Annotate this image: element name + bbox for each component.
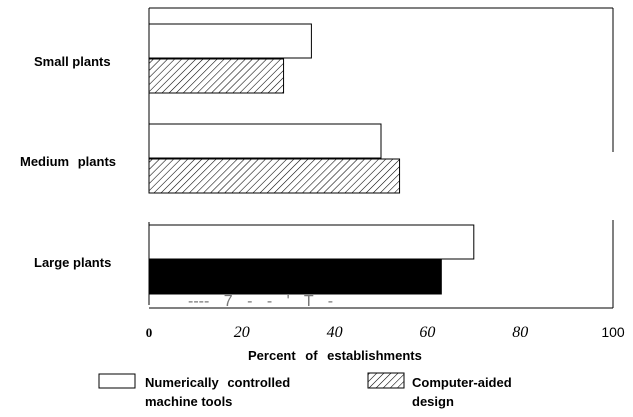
legend: Numerically controlled machine tools Com… (98, 372, 512, 409)
bar-medium-nc (148, 123, 382, 159)
category-label-large: Large plants (34, 255, 111, 270)
legend-swatch-nc (98, 373, 136, 389)
legend-swatch-cad (367, 372, 405, 389)
bars (148, 23, 475, 295)
x-tick-labels: 0 20 40 60 80 100 (146, 324, 625, 341)
legend-label-cad-line1: Computer-aided (412, 375, 512, 390)
legend-label-cad-line2: design (412, 394, 454, 409)
bar-small-cad (148, 58, 285, 94)
legend-label-nc-line1: Numerically controlled (145, 375, 290, 390)
bar-large-cad (148, 259, 442, 295)
category-labels: Small plants Medium plants Large plants (20, 54, 116, 270)
legend-label-nc-line2: machine tools (145, 394, 232, 409)
x-tick-label-20: 20 (234, 324, 250, 341)
x-tick-label-0: 0 (146, 325, 153, 340)
x-axis-title: Percent of establishments (248, 348, 422, 363)
x-tick-label-80: 80 (512, 324, 528, 341)
x-tick-label-60: 60 (419, 324, 435, 341)
category-label-small: Small plants (34, 54, 111, 69)
bar-large-nc (148, 224, 475, 260)
x-tick-label-100: 100 (601, 324, 625, 340)
category-label-medium: Medium plants (20, 154, 116, 169)
bar-small-nc (148, 23, 312, 59)
bar-medium-cad (148, 158, 401, 194)
axis-artifact-text: ---- 7 - - ' T - (188, 293, 333, 310)
x-tick-label-40: 40 (327, 324, 343, 341)
